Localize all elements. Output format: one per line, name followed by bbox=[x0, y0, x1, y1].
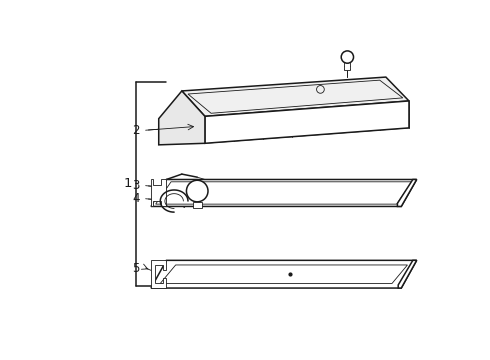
Polygon shape bbox=[193, 202, 202, 208]
Text: 1: 1 bbox=[123, 177, 132, 190]
Text: 4: 4 bbox=[132, 192, 140, 205]
Polygon shape bbox=[151, 260, 416, 288]
Polygon shape bbox=[205, 101, 409, 143]
Text: 2: 2 bbox=[132, 124, 140, 137]
Polygon shape bbox=[159, 183, 409, 203]
Text: 3: 3 bbox=[132, 179, 140, 192]
Polygon shape bbox=[159, 91, 205, 145]
Polygon shape bbox=[151, 260, 167, 288]
Polygon shape bbox=[182, 77, 409, 116]
Circle shape bbox=[186, 180, 208, 202]
Polygon shape bbox=[398, 260, 416, 288]
Polygon shape bbox=[156, 182, 412, 204]
Polygon shape bbox=[151, 180, 167, 206]
Polygon shape bbox=[397, 180, 416, 206]
Polygon shape bbox=[160, 265, 408, 283]
FancyBboxPatch shape bbox=[344, 57, 350, 70]
Text: 5: 5 bbox=[132, 261, 140, 275]
Circle shape bbox=[341, 51, 354, 63]
Polygon shape bbox=[151, 180, 416, 206]
